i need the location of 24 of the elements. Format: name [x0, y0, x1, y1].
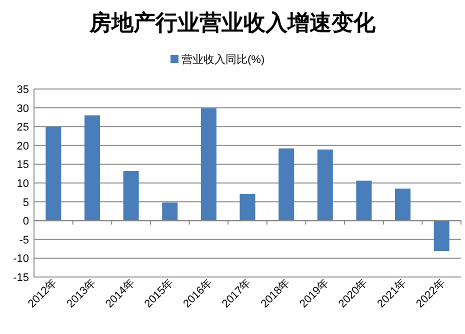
bar [46, 126, 62, 221]
legend-label: 营业收入同比(%) [182, 53, 265, 66]
bar [395, 188, 411, 221]
bar [123, 170, 139, 221]
y-tick-label: 15 [16, 159, 29, 172]
bar [240, 194, 256, 221]
y-tick-label: 0 [22, 216, 29, 228]
y-tick-label: 5 [22, 196, 29, 209]
y-tick-label: 35 [16, 84, 29, 96]
y-tick-label: 10 [16, 178, 29, 190]
y-tick-label: -15 [13, 272, 29, 284]
y-tick-label: 25 [16, 122, 29, 134]
y-tick-label: -10 [13, 253, 29, 266]
bar [356, 180, 372, 221]
y-tick-label: 30 [16, 102, 29, 115]
bar [200, 108, 216, 221]
bar [278, 148, 294, 221]
chart-title: 房地产行业营业收入增速变化 [88, 10, 376, 36]
bar [84, 115, 100, 221]
bar [317, 150, 333, 221]
bar [434, 220, 450, 252]
bar [162, 202, 178, 221]
y-tick-label: 20 [16, 140, 29, 152]
y-tick-label: -5 [19, 234, 29, 246]
